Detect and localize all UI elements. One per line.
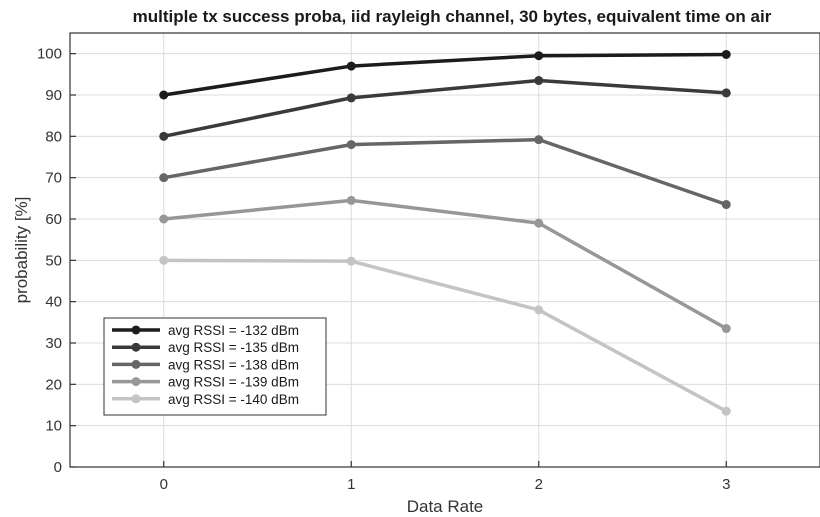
series-line [163, 198, 728, 331]
data-point [346, 195, 356, 205]
chart-title: multiple tx success proba, iid rayleigh … [133, 7, 772, 26]
legend-label: avg RSSI = -138 dBm [168, 357, 299, 372]
y-tick-label: 30 [45, 335, 62, 352]
data-point [159, 173, 169, 183]
y-tick-label: 50 [45, 252, 62, 269]
data-point [159, 214, 169, 224]
legend-label: avg RSSI = -135 dBm [168, 340, 299, 355]
x-tick-label: 2 [535, 476, 543, 493]
data-point [534, 51, 544, 61]
x-tick-label: 3 [722, 476, 730, 493]
series-5 [159, 255, 731, 416]
data-point [346, 140, 356, 150]
y-tick-label: 60 [45, 211, 62, 228]
legend-swatch-marker [131, 342, 141, 352]
legend-label: avg RSSI = -140 dBm [168, 392, 299, 407]
data-point [346, 61, 356, 71]
data-point [159, 255, 169, 265]
plot-area-frame [69, 32, 820, 468]
legend-entry: avg RSSI = -132 dBm [112, 323, 299, 338]
x-tick-label: 0 [160, 476, 168, 493]
legend-entry: avg RSSI = -139 dBm [112, 375, 299, 390]
data-point [534, 218, 544, 228]
data-point [721, 88, 731, 98]
data-point [346, 256, 356, 266]
y-tick-label: 80 [45, 128, 62, 145]
y-tick-label: 10 [45, 418, 62, 435]
y-tick-label: 20 [45, 376, 62, 393]
data-point [721, 200, 731, 210]
series-4 [159, 195, 731, 334]
series-line [163, 52, 727, 97]
series-group [159, 49, 731, 416]
legend-swatch-marker [131, 325, 141, 335]
x-axis-label: Data Rate [407, 497, 484, 516]
data-point [721, 49, 731, 59]
legend-entry: avg RSSI = -140 dBm [112, 392, 299, 407]
y-axis: 0 10 20 30 40 50 60 70 80 90 100 [37, 46, 76, 476]
series-3 [159, 135, 731, 210]
series-line [163, 258, 728, 413]
legend-entry: avg RSSI = -135 dBm [112, 340, 299, 355]
series-line [163, 137, 727, 207]
data-point [721, 324, 731, 334]
data-point [346, 93, 356, 103]
y-axis-label: probability [%] [12, 197, 31, 304]
legend-swatch-marker [131, 377, 141, 387]
legend: avg RSSI = -132 dBm avg RSSI = -135 dBm av… [103, 317, 327, 416]
data-point [534, 305, 544, 315]
data-point [159, 131, 169, 141]
x-tick-label: 1 [347, 476, 355, 493]
data-point [534, 76, 544, 86]
legend-swatch-marker [131, 394, 141, 404]
y-tick-label: 70 [45, 170, 62, 187]
y-tick-label: 0 [54, 459, 62, 476]
legend-swatch-marker [131, 359, 141, 369]
series-1 [159, 49, 731, 100]
y-tick-label: 90 [45, 87, 62, 104]
data-point [721, 406, 731, 416]
data-point [159, 90, 169, 100]
legend-entry: avg RSSI = -138 dBm [112, 357, 299, 372]
series-2 [159, 76, 731, 141]
legend-label: avg RSSI = -132 dBm [168, 323, 299, 338]
x-axis: 0 1 2 3 [160, 461, 730, 493]
legend-label: avg RSSI = -139 dBm [168, 375, 299, 390]
y-tick-label: 100 [37, 46, 62, 63]
y-tick-label: 40 [45, 294, 62, 311]
series-line [163, 78, 727, 139]
data-point [534, 135, 544, 145]
